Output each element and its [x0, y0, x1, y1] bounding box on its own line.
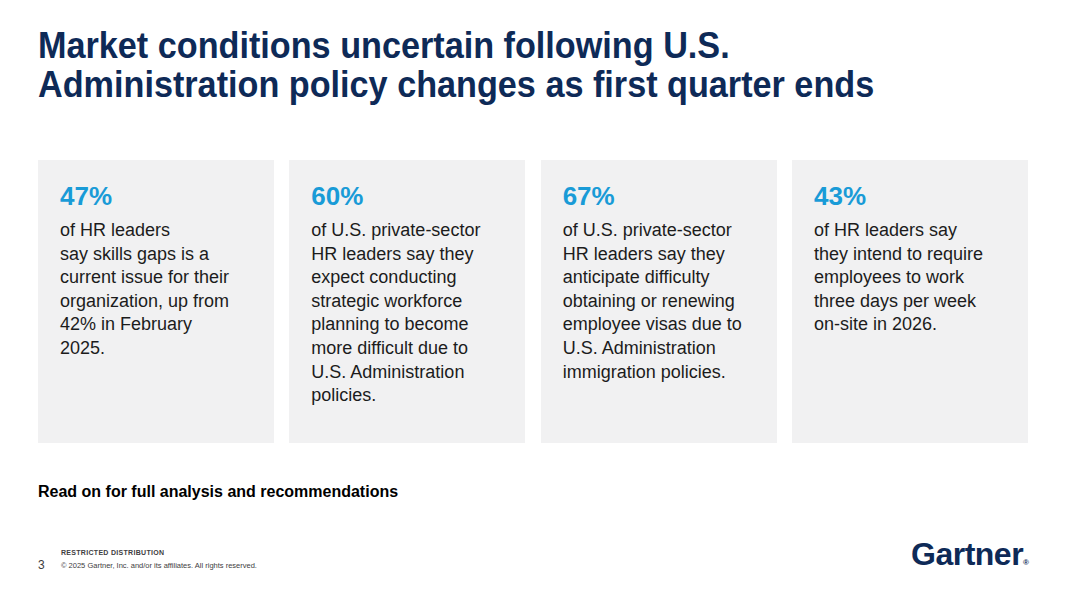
slide-title: Market conditions uncertain following U.… [38, 26, 1064, 104]
stat-card-row: 47% of HR leaders say skills gaps is a c… [38, 160, 1028, 443]
gartner-logo-wordmark: Gartner [911, 536, 1023, 572]
stat-description: of HR leaders say they intend to require… [814, 219, 1014, 337]
stat-card-onsite-work: 43% of HR leaders say they intend to req… [792, 160, 1028, 443]
restricted-distribution-label: RESTRICTED DISTRIBUTION [61, 549, 164, 556]
stat-card-workforce-planning: 60% of U.S. private-sector HR leaders sa… [289, 160, 525, 443]
stat-value: 60% [311, 180, 511, 212]
stat-description: of U.S. private-sector HR leaders say th… [311, 219, 511, 408]
stat-value: 43% [814, 180, 1014, 212]
slide: Market conditions uncertain following U.… [0, 0, 1067, 600]
page-number: 3 [38, 558, 45, 572]
copyright-text: © 2025 Gartner, Inc. and/or its affiliat… [61, 561, 257, 570]
stat-card-visas: 67% of U.S. private-sector HR leaders sa… [541, 160, 777, 443]
stat-value: 67% [563, 180, 763, 212]
stat-value: 47% [60, 180, 260, 212]
stat-description: of U.S. private-sector HR leaders say th… [563, 219, 763, 384]
gartner-logo: Gartner® [911, 536, 1029, 581]
stat-card-skills-gap: 47% of HR leaders say skills gaps is a c… [38, 160, 274, 443]
registered-trademark-icon: ® [1023, 558, 1029, 567]
stat-description: of HR leaders say skills gaps is a curre… [60, 219, 260, 361]
callout-text: Read on for full analysis and recommenda… [38, 483, 398, 501]
